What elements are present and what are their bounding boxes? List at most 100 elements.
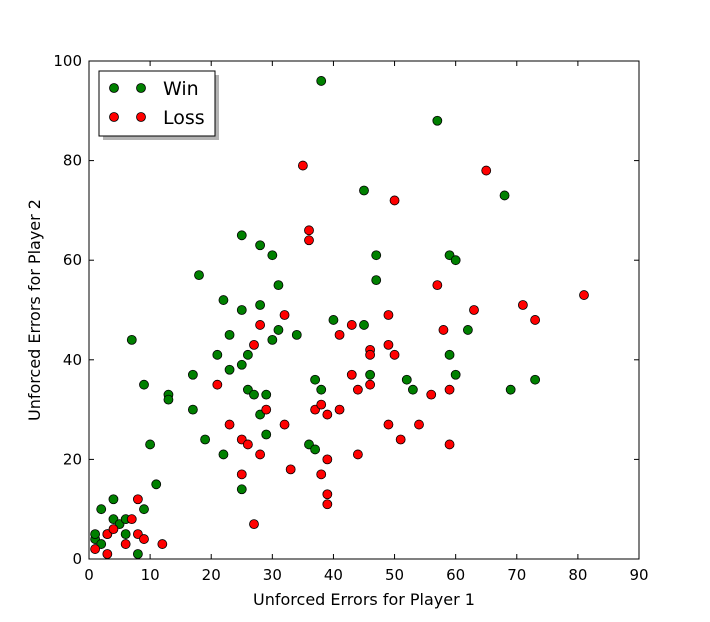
point-loss-6 [132, 494, 143, 505]
point-loss-32 [322, 499, 333, 510]
point-win-47 [316, 76, 327, 86]
point-win-59 [444, 349, 455, 360]
point-loss-15 [249, 519, 259, 530]
point-win-30 [236, 484, 247, 495]
point-win-19 [187, 404, 198, 415]
x-tick-label: 40 [324, 566, 343, 584]
point-loss-24 [304, 225, 314, 236]
point-win-24 [218, 449, 229, 460]
legend-win-marker-left [109, 83, 119, 93]
legend-box [98, 70, 216, 137]
y-tick-label: 80 [63, 152, 82, 170]
point-win-27 [236, 230, 247, 241]
point-win-10 [126, 334, 137, 345]
y-tick-label: 60 [63, 251, 82, 269]
point-loss-46 [389, 349, 400, 360]
point-win-54 [371, 275, 382, 286]
point-loss-47 [395, 434, 406, 445]
point-win-8 [120, 529, 131, 539]
point-win-41 [273, 280, 284, 291]
point-win-1 [90, 529, 101, 539]
point-loss-42 [383, 310, 394, 320]
y-tick-label: 20 [63, 450, 82, 468]
point-loss-56 [517, 300, 528, 310]
point-loss-22 [285, 464, 296, 475]
point-win-40 [267, 334, 278, 345]
point-win-6 [108, 494, 119, 505]
point-win-25 [224, 364, 235, 375]
point-win-63 [499, 190, 510, 201]
point-loss-14 [242, 439, 253, 450]
point-loss-11 [224, 419, 235, 430]
point-win-39 [267, 250, 278, 261]
x-tick-label: 90 [629, 566, 648, 584]
point-win-51 [359, 320, 369, 330]
point-win-53 [371, 250, 382, 261]
legend-win-label: Win [163, 78, 199, 100]
point-win-33 [249, 389, 259, 400]
point-loss-37 [352, 384, 363, 395]
point-loss-58 [579, 290, 589, 300]
point-win-61 [450, 369, 461, 380]
point-loss-10 [212, 379, 223, 390]
point-loss-41 [365, 379, 376, 390]
point-win-46 [310, 444, 321, 455]
point-win-12 [139, 504, 149, 515]
x-tick-label: 50 [385, 566, 404, 584]
point-win-45 [310, 374, 321, 385]
point-loss-4 [120, 539, 131, 549]
legend: Win Loss [98, 70, 219, 140]
point-win-43 [291, 329, 302, 340]
point-win-62 [462, 325, 473, 335]
point-win-17 [163, 394, 174, 405]
legend-loss-marker-left [109, 112, 119, 122]
point-win-57 [432, 115, 443, 126]
point-loss-21 [279, 419, 290, 430]
point-win-18 [187, 369, 198, 380]
point-loss-13 [236, 469, 247, 480]
point-loss-19 [261, 404, 272, 415]
point-loss-27 [316, 399, 327, 410]
x-tick-label: 10 [141, 566, 160, 584]
point-loss-44 [383, 419, 394, 430]
point-loss-5 [126, 514, 137, 525]
y-axis-label: Unforced Errors for Player 2 [25, 199, 44, 421]
point-win-65 [530, 374, 541, 385]
point-loss-49 [426, 389, 437, 400]
point-loss-18 [255, 449, 266, 460]
point-loss-54 [469, 305, 479, 315]
point-win-11 [132, 549, 143, 559]
point-loss-53 [444, 439, 455, 450]
point-loss-20 [279, 310, 290, 320]
point-loss-25 [304, 235, 314, 246]
x-tick-label: 0 [84, 566, 94, 584]
point-loss-23 [297, 160, 308, 171]
legend-win-marker-right [136, 83, 146, 93]
point-win-42 [273, 325, 284, 335]
point-loss-1 [102, 549, 113, 559]
point-loss-34 [334, 404, 345, 415]
point-loss-48 [414, 419, 424, 430]
point-loss-29 [322, 409, 333, 420]
point-win-34 [255, 240, 266, 251]
ticks-layer: 0 10 20 30 40 50 60 70 80 90 0 20 40 60 80 100 [53, 52, 648, 584]
point-loss-45 [389, 195, 400, 206]
y-tick-label: 100 [53, 52, 82, 70]
x-tick-label: 20 [202, 566, 221, 584]
point-win-22 [212, 349, 223, 360]
point-loss-57 [530, 315, 541, 325]
point-loss-3 [108, 524, 119, 535]
point-win-37 [261, 389, 272, 400]
point-loss-35 [346, 320, 357, 330]
point-win-31 [242, 349, 253, 360]
point-loss-0 [90, 544, 101, 554]
point-loss-43 [383, 339, 394, 350]
point-win-55 [401, 374, 412, 385]
x-axis-label: Unforced Errors for Player 1 [253, 590, 475, 609]
legend-loss-label: Loss [163, 107, 205, 129]
y-tick-label: 40 [63, 351, 82, 369]
point-win-26 [224, 329, 235, 340]
point-loss-36 [346, 369, 357, 380]
point-win-23 [218, 295, 229, 305]
